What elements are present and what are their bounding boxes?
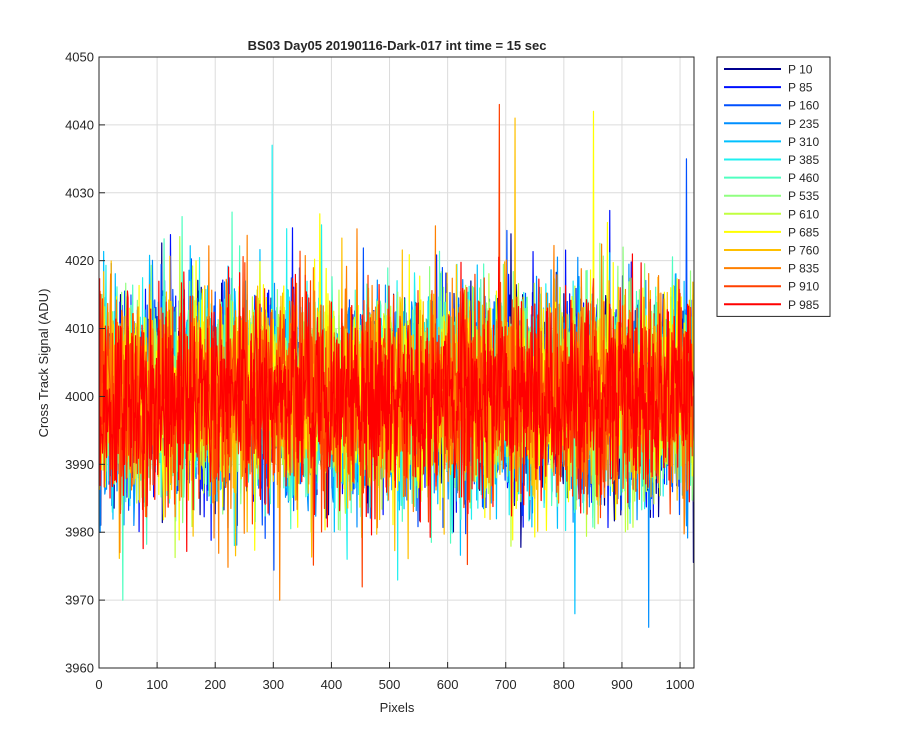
legend-label: P 910 [788,280,819,294]
legend-label: P 835 [788,262,819,276]
x-tick-label: 300 [262,677,284,692]
legend-label: P 160 [788,99,819,113]
x-tick-label: 700 [495,677,517,692]
y-tick-label: 4000 [65,389,94,404]
legend-item: P 385 [724,153,819,167]
plot-frame [98,56,695,669]
legend-label: P 10 [788,63,813,77]
legend-label: P 535 [788,189,819,203]
legend-item: P 685 [724,225,819,239]
x-axis: 0 100 200 300 400 500 600 700 800 900 1000 [95,662,695,692]
x-tick-label: 1000 [666,677,695,692]
legend-item: P 535 [724,189,819,203]
legend-item: P 160 [724,99,819,113]
legend-label: P 685 [788,225,819,239]
legend-item: P 460 [724,171,819,185]
x-axis-label: Pixels [380,700,415,715]
chart-title: BS03 Day05 20190116-Dark-017 int time = … [248,38,547,53]
legend-label: P 985 [788,298,819,312]
legend: P 10 P 85 P 160 P 235 P 310 P 385 P 460 P 535 P … [716,56,831,317]
y-tick-label: 4030 [65,185,94,200]
x-tick-label: 800 [553,677,575,692]
series-line-p-985 [99,253,694,552]
y-tick-label: 4010 [65,321,94,336]
legend-label: P 610 [788,207,819,221]
x-tick-label: 600 [437,677,459,692]
x-tick-label: 400 [321,677,343,692]
legend-label: P 235 [788,117,819,131]
y-tick-label: 4020 [65,253,94,268]
legend-label: P 85 [788,81,813,95]
y-axis-label: Cross Track Signal (ADU) [36,289,51,438]
legend-item: P 835 [724,262,819,276]
legend-box [716,56,831,317]
x-tick-label: 0 [95,677,102,692]
legend-label: P 760 [788,244,819,258]
y-tick-label: 3970 [65,593,94,608]
series-lines [99,103,694,628]
y-tick-label: 4050 [65,50,94,65]
x-tick-label: 200 [204,677,226,692]
legend-item: P 310 [724,135,819,149]
legend-item: P 910 [724,280,819,294]
legend-item: P 85 [724,81,813,95]
legend-label: P 310 [788,135,819,149]
legend-item: P 235 [724,117,819,131]
y-tick-label: 3990 [65,457,94,472]
y-tick-label: 3980 [65,525,94,540]
x-tick-label: 500 [379,677,401,692]
y-tick-label: 3960 [65,661,94,676]
legend-item: P 10 [724,63,813,77]
y-tick-label: 4040 [65,117,94,132]
legend-label: P 385 [788,153,819,167]
legend-item: P 760 [724,244,819,258]
legend-item: P 985 [724,298,819,312]
x-tick-label: 100 [146,677,168,692]
legend-item: P 610 [724,207,819,221]
legend-label: P 460 [788,171,819,185]
series-line-p-910 [99,103,694,588]
y-axis: 3960 3970 3980 3990 4000 4010 4020 4030 4040 4050 [65,50,105,676]
x-tick-label: 900 [611,677,633,692]
